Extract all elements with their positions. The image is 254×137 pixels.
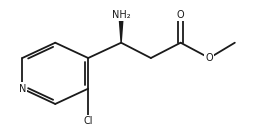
Text: O: O	[205, 53, 212, 63]
Text: N: N	[19, 84, 26, 94]
Text: Cl: Cl	[83, 116, 92, 126]
Text: O: O	[176, 9, 184, 19]
Text: NH₂: NH₂	[111, 9, 130, 19]
Polygon shape	[119, 15, 123, 43]
